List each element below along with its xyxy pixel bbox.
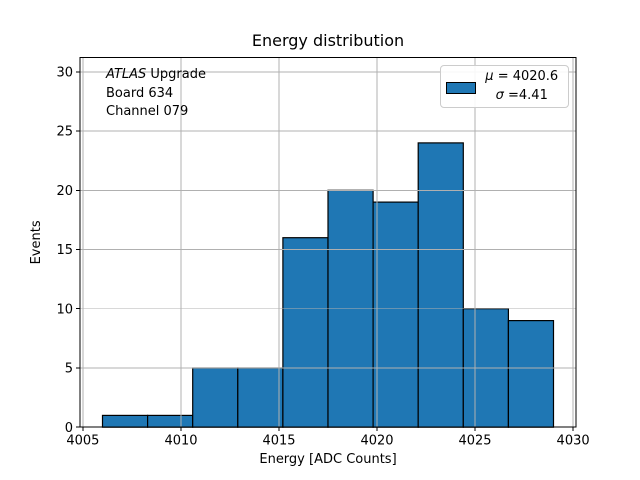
histogram-bar	[417, 142, 464, 428]
plot-border	[79, 57, 577, 428]
y-tick-label: 0	[65, 421, 73, 436]
y-tick-label: 10	[56, 302, 73, 317]
mu-symbol: μ	[485, 69, 494, 85]
y-tick-label: 30	[56, 65, 73, 80]
histogram-bar	[192, 367, 239, 428]
y-tick-label: 25	[56, 125, 73, 140]
mu-value: = 4020.6	[493, 69, 559, 85]
histogram-bar	[372, 201, 419, 428]
legend-entry-sigma: σ =4.41	[476, 86, 568, 105]
chart-title: Energy distribution	[251, 31, 405, 50]
annotation-line-experiment: ATLAS Upgrade	[106, 66, 206, 85]
sigma-symbol: σ	[495, 88, 504, 104]
y-tick-label: 5	[65, 362, 73, 377]
x-tick-label: 4010	[164, 434, 197, 449]
y-tick-label: 15	[56, 243, 73, 258]
legend-swatch	[446, 82, 476, 95]
legend-stats: μ = 4020.6 σ =4.41	[476, 67, 568, 105]
legend: μ = 4020.6 σ =4.41	[440, 64, 569, 108]
annotation-atlas-italic: ATLAS	[106, 67, 147, 82]
histogram-bar	[147, 414, 194, 428]
legend-entry-mu: μ = 4020.6	[476, 67, 568, 86]
annotation-upgrade-text: Upgrade	[146, 67, 206, 82]
x-tick-label: 4020	[360, 434, 393, 449]
x-tick-label: 4030	[557, 434, 590, 449]
sigma-value: =4.41	[503, 88, 548, 104]
histogram-bar	[101, 414, 149, 428]
x-axis-label: Energy [ADC Counts]	[259, 452, 397, 467]
histogram-bar	[237, 367, 284, 428]
y-axis-label-text: Events	[29, 220, 44, 264]
annotation-line-board: Board 634	[106, 85, 174, 101]
x-tick-label: 4015	[262, 434, 295, 449]
x-tick-label: 4005	[66, 434, 99, 449]
histogram-bar	[282, 237, 329, 428]
y-tick-label: 20	[56, 184, 73, 199]
histogram-bar	[507, 320, 555, 428]
x-tick-label: 4025	[458, 434, 491, 449]
annotation-line-channel: Channel 079	[106, 104, 189, 120]
annotation-text: ATLAS Upgrade Board 634 Channel 079	[106, 66, 206, 122]
